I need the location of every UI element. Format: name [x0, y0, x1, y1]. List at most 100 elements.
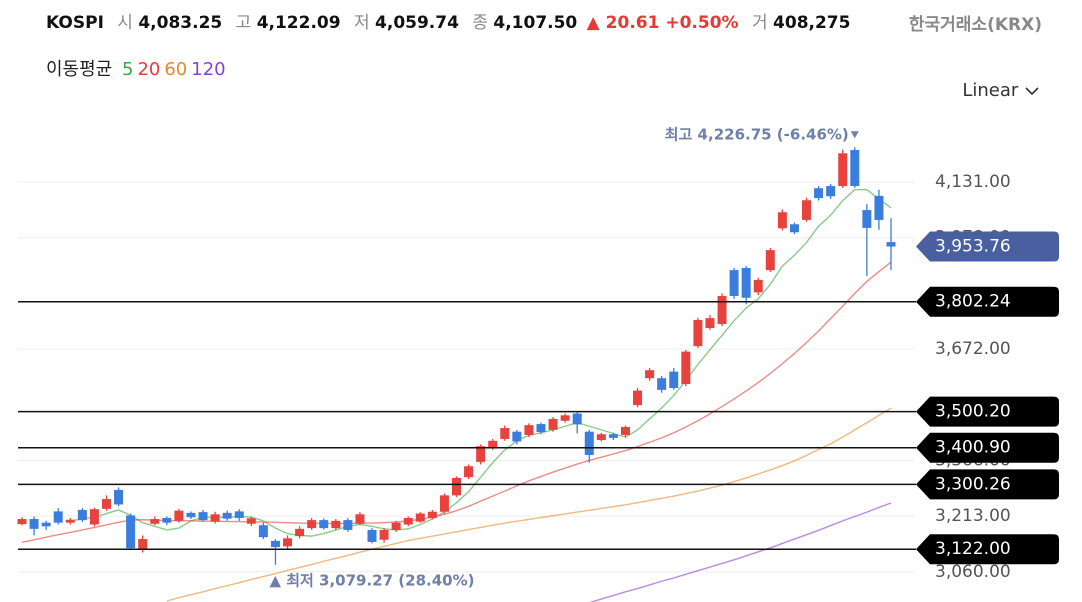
candle-body [452, 477, 461, 496]
legend-entry: 120 [191, 59, 226, 80]
candle-body [584, 431, 594, 455]
quote-header: KOSPI 시 4,083.25 고 4,122.09 저 4,059.74 종… [46, 8, 850, 33]
moving-average [166, 407, 892, 602]
candle-body [138, 539, 148, 550]
price-line-tag [916, 396, 1059, 427]
field-label: 저 [353, 13, 370, 33]
y-tick-label: 3,672.00 [935, 339, 1011, 359]
scale-label[interactable]: Linear [962, 80, 1019, 101]
moving-average [70, 188, 892, 537]
candle-body [307, 520, 317, 529]
candle-body [198, 512, 208, 521]
candle-body [729, 270, 739, 296]
moving-average [21, 261, 892, 544]
candle-body [608, 434, 618, 438]
candle-body [753, 279, 763, 293]
candle-body [536, 424, 546, 433]
price-line-label: 3,300.26 [935, 474, 1011, 494]
field-value: 4,107.50 [493, 13, 578, 33]
volume-label: 거 [751, 13, 768, 33]
candle-body [512, 431, 522, 442]
candle-body [114, 489, 124, 505]
candle-body [789, 224, 799, 233]
chevron [1025, 87, 1039, 96]
candle-body [162, 517, 172, 523]
price-line-tag [916, 432, 1059, 463]
field-label: 종 [472, 13, 488, 33]
candle-body [295, 528, 305, 537]
current-price-label: 3,953.76 [935, 237, 1011, 257]
candle-body [234, 511, 244, 518]
candle-body [17, 519, 27, 525]
legend-entry: 5 [121, 59, 134, 80]
candle-body [65, 519, 75, 523]
candle-body [620, 426, 630, 435]
candle-body [126, 515, 136, 549]
candle-body [838, 153, 848, 187]
candle-body [645, 370, 655, 379]
price-line-tag [916, 469, 1059, 500]
price-line-label: 3,400.90 [935, 438, 1011, 458]
candle-body [874, 195, 884, 220]
field-value: 4,122.09 [256, 13, 341, 33]
candle-body [596, 434, 606, 441]
candle-body [150, 519, 160, 524]
legend-entry: 60 [164, 59, 188, 80]
candle-body [476, 446, 486, 462]
candle-body [524, 425, 534, 435]
candle-body [548, 418, 558, 430]
field-label: 고 [235, 13, 252, 33]
ma-title: 이동평균 [46, 59, 113, 80]
candle-body [777, 212, 787, 229]
candle-body [53, 511, 63, 523]
scale-dropdown[interactable]: Linear [962, 80, 1040, 101]
candle-body [802, 200, 812, 220]
candle-body [258, 525, 268, 538]
candle-body [283, 538, 293, 547]
candle-body [850, 150, 860, 187]
candle-body [403, 517, 413, 525]
candle-body [331, 520, 341, 529]
moving-average [589, 502, 892, 602]
candle-body [270, 540, 280, 548]
candle-body [222, 512, 232, 519]
y-tick-label: 3,978.00 [935, 228, 1011, 248]
ma-legend: 이동평균 5 20 60 120 [46, 55, 234, 81]
candle-body [717, 295, 727, 324]
candle-body [391, 522, 401, 530]
high-annotation: 최고 4,226.75 (-6.46%) [665, 126, 849, 144]
candle-body [367, 529, 377, 542]
candle-body [77, 509, 87, 521]
y-tick-label: 3,366.00 [935, 450, 1011, 470]
candle-body [500, 428, 510, 439]
candle-body [464, 466, 474, 478]
legend: 5 20 60 120 [122, 59, 230, 80]
candle-body [886, 242, 896, 247]
legend-entry: 20 [137, 59, 161, 80]
candle-body [633, 390, 643, 406]
y-tick-label: 3,060.00 [935, 562, 1011, 582]
candle-body [343, 520, 353, 530]
candle-body [415, 513, 425, 522]
high-marker [850, 131, 859, 139]
candle-body [693, 319, 703, 347]
price-line-label: 3,802.24 [935, 292, 1011, 312]
field-label: 시 [117, 13, 133, 33]
candle-body [862, 210, 872, 228]
candle-body [89, 509, 99, 525]
field-value: 4,059.74 [375, 13, 459, 33]
change: ▲ 20.61 +0.50% [586, 13, 739, 33]
volume: 408,275 [773, 13, 851, 33]
candle-body [210, 514, 220, 522]
candle-body [101, 499, 111, 509]
candle-body [427, 511, 437, 518]
low-annotation: ▲ 최저 3,079.27 (28.40%) [269, 571, 474, 589]
price-line-label: 3,122.00 [935, 539, 1011, 559]
candle-body [246, 518, 256, 524]
candle-body [741, 267, 751, 298]
candle-body [355, 514, 365, 524]
symbol: KOSPI [46, 13, 104, 33]
y-tick-label: 4,131.00 [935, 172, 1011, 192]
candle-body [814, 188, 824, 199]
